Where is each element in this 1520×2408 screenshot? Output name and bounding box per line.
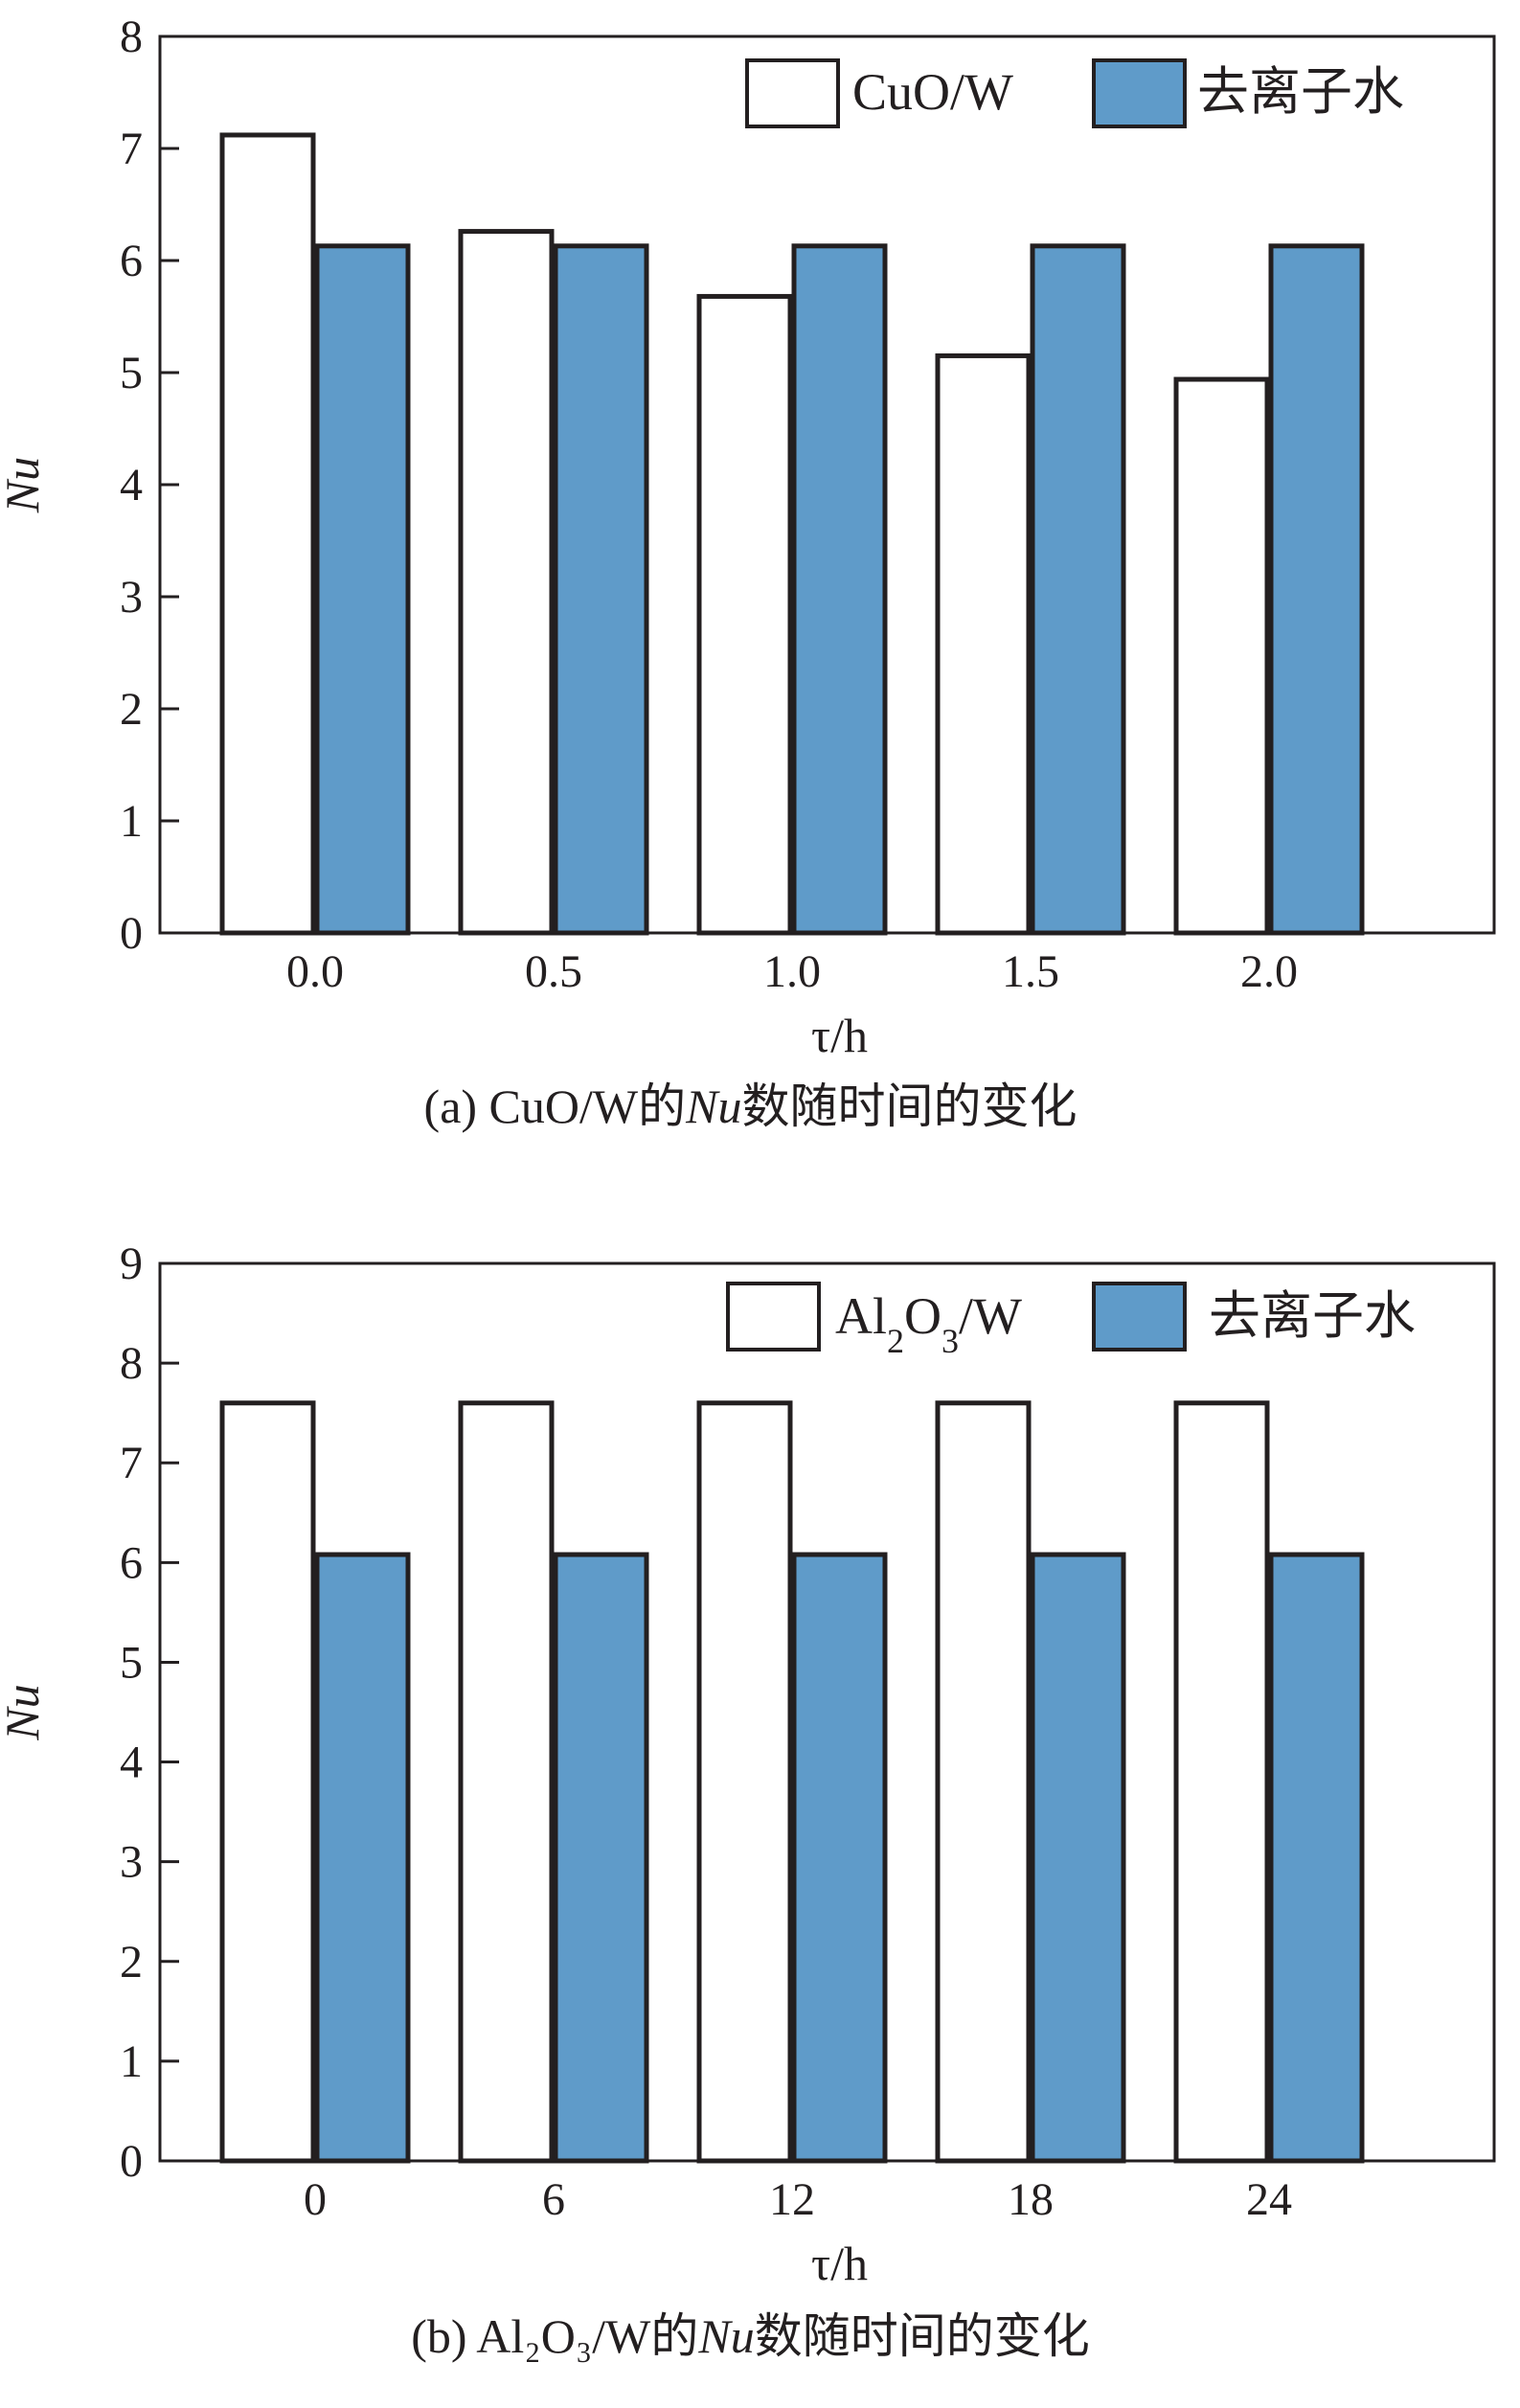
y-tick-label: 5: [120, 348, 143, 398]
bar-water: [1030, 243, 1126, 936]
plot-frame: [158, 1261, 1496, 2163]
bar-water: [314, 243, 411, 936]
y-tick-label: 6: [120, 1537, 143, 1588]
x-tick-label: 1.0: [763, 946, 821, 997]
bar-nanofluid: [458, 229, 555, 936]
legend-swatch: [1092, 58, 1187, 128]
y-tick-label: 8: [120, 1338, 143, 1389]
caption-italic: Nu: [697, 2309, 754, 2363]
y-tick-label: 4: [120, 460, 143, 511]
bar-nanofluid: [935, 352, 1032, 936]
bar-water: [1030, 1552, 1126, 2164]
caption-suffix: 数随时间的变化: [741, 1079, 1077, 1133]
bar-water: [1268, 1552, 1365, 2164]
bar-nanofluid: [1173, 1400, 1270, 2164]
y-tick-label: 6: [120, 236, 143, 286]
x-tick-label: 0: [304, 2174, 327, 2225]
legend-label-part: 去离子水: [1197, 63, 1404, 121]
y-tick-label: 0: [120, 2136, 143, 2187]
figure-caption: (a) CuO/W的Nu数随时间的变化: [424, 1079, 1078, 1133]
legend-label: 去离子水: [1209, 1287, 1416, 1345]
figure-caption: (b) Al₂O₃/W的Nu数随时间的变化: [411, 2309, 1089, 2363]
bar-water: [791, 243, 888, 936]
chart-a: 0 1 2 3 4 5 6 7 8 Nu 0.0 0.5 1.0 1.5 2.0 τ/h CuO/W 去离子水 (a…: [0, 11, 1496, 1133]
y-tick-label: 8: [120, 11, 143, 62]
legend-label: 去离子水: [1197, 63, 1404, 121]
x-tick-label: 0.0: [286, 946, 344, 997]
y-tick-label: 0: [120, 908, 143, 959]
y-axis-title: Nu: [0, 457, 49, 513]
y-tick-label: 1: [120, 796, 143, 847]
bar-nanofluid: [219, 1400, 316, 2164]
y-tick-label: 2: [120, 1937, 143, 1988]
x-tick-label: 1.5: [1002, 946, 1059, 997]
bar-nanofluid: [696, 293, 793, 936]
y-tick-label: 9: [120, 1238, 143, 1289]
bar-water: [314, 1552, 411, 2164]
y-tick-label: 3: [120, 572, 143, 623]
bar-water: [1268, 243, 1365, 936]
legend-label: Al2O3/W: [835, 1287, 1022, 1360]
legend-label-part: 3: [941, 1322, 959, 1360]
y-tick-label: 4: [120, 1738, 143, 1788]
y-tick-label: 1: [120, 2036, 143, 2087]
caption-suffix: 数随时间的变化: [755, 2309, 1090, 2363]
bar-nanofluid: [458, 1400, 555, 2164]
legend-label-part: Al: [835, 1287, 887, 1345]
bar-water: [553, 243, 649, 936]
caption-prefix: (b) Al₂O₃/W的: [411, 2309, 698, 2363]
y-tick-label: 7: [120, 124, 143, 174]
legend-swatch: [1092, 1282, 1187, 1352]
legend-label-part: O: [904, 1287, 941, 1345]
x-tick-label: 24: [1246, 2174, 1292, 2225]
y-axis-title: Nu: [0, 1684, 49, 1740]
x-axis-title: τ/h: [811, 1009, 868, 1062]
caption-prefix: (a) CuO/W的: [424, 1079, 687, 1133]
bar-nanofluid: [696, 1400, 793, 2164]
caption-italic: Nu: [685, 1079, 741, 1133]
x-tick-label: 6: [542, 2174, 565, 2225]
x-tick-label: 12: [769, 2174, 815, 2225]
bar-nanofluid: [219, 132, 316, 936]
x-tick-label: 0.5: [525, 946, 582, 997]
legend-label-part: CuO/W: [852, 63, 1013, 121]
bar-water: [553, 1552, 649, 2164]
y-tick-label: 3: [120, 1837, 143, 1888]
x-tick-label: 2.0: [1240, 946, 1298, 997]
bar-nanofluid: [935, 1400, 1032, 2164]
legend-label-part: 去离子水: [1209, 1287, 1416, 1345]
plot-frame: [158, 34, 1496, 935]
legend-label-part: 2: [887, 1322, 904, 1360]
x-tick-label: 18: [1008, 2174, 1054, 2225]
y-tick-label: 7: [120, 1438, 143, 1488]
legend-swatch: [726, 1282, 821, 1352]
y-tick-label: 5: [120, 1637, 143, 1688]
y-tick-label: 2: [120, 684, 143, 735]
legend-swatch: [745, 58, 840, 128]
bar-water: [791, 1552, 888, 2164]
legend-label: CuO/W: [852, 63, 1013, 121]
bar-nanofluid: [1173, 376, 1270, 936]
x-axis-title: τ/h: [811, 2237, 868, 2290]
legend-label-part: /W: [959, 1287, 1022, 1345]
